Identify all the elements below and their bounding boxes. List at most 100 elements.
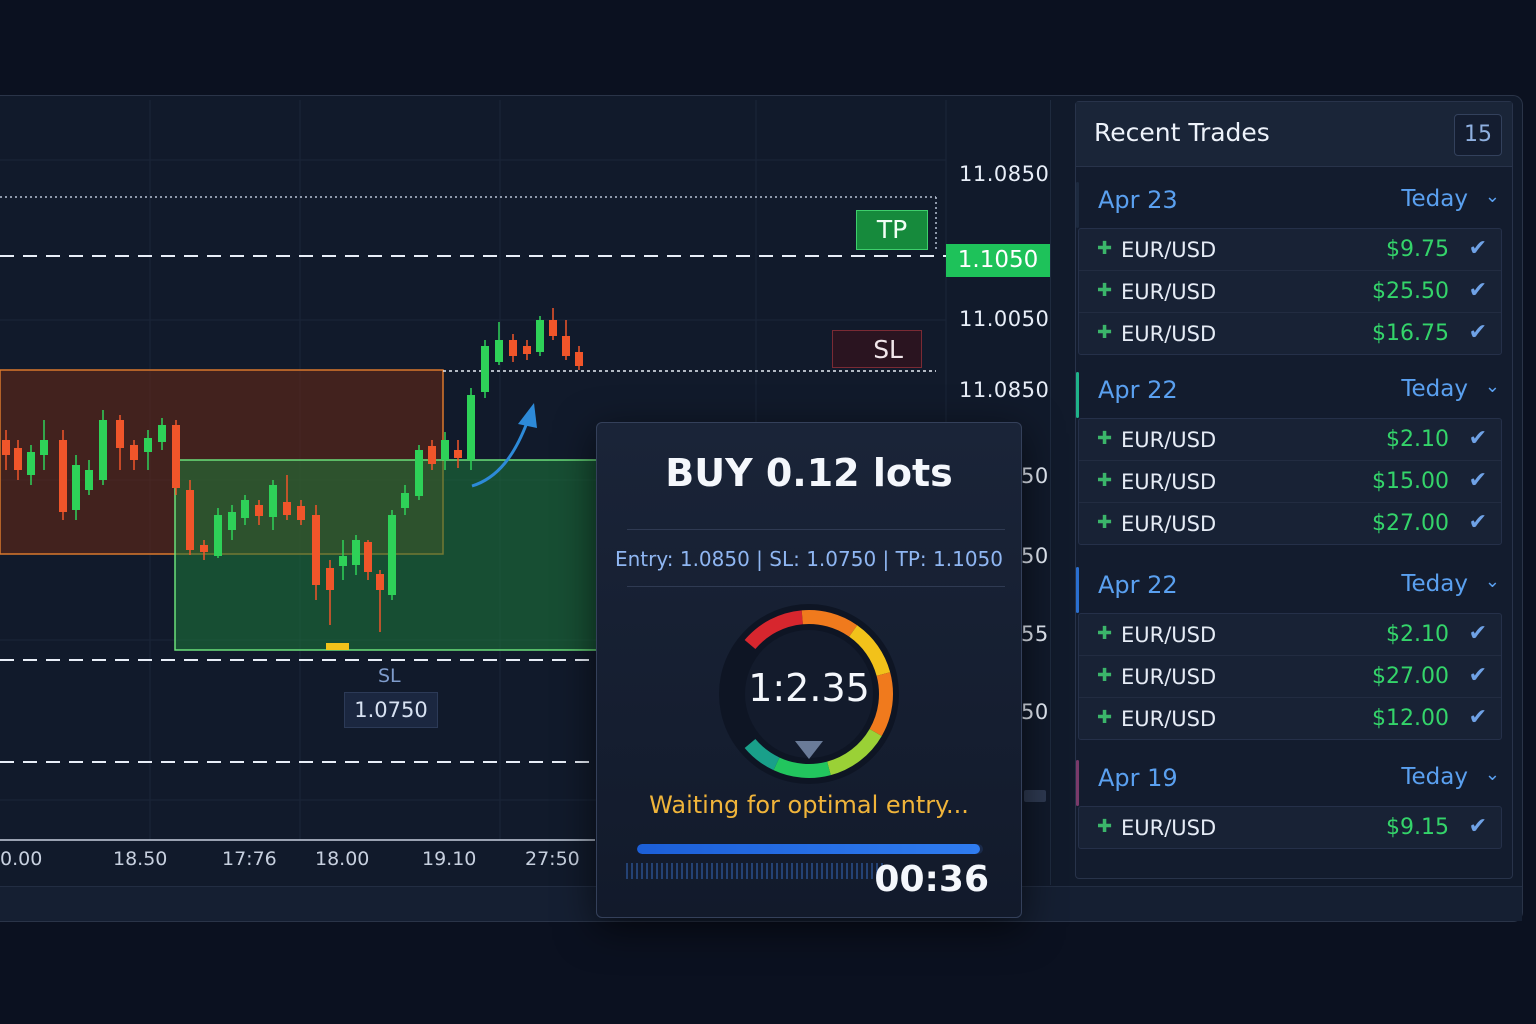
candle-bull <box>228 512 236 530</box>
candle-bull <box>27 452 35 475</box>
trade-row[interactable]: ✚ EUR/USD $15.00 ✔ <box>1079 461 1501 503</box>
candle-bear <box>2 440 10 455</box>
chevron-down-icon[interactable]: ⌄ <box>1484 376 1500 397</box>
x-tick: 18.00 <box>315 848 370 870</box>
chart-canvas <box>0 100 947 841</box>
order-title: BUY 0.12 lots <box>665 451 953 495</box>
sl-value-badge: 1.0750 <box>344 692 438 728</box>
candle-bear <box>283 502 291 515</box>
scroll-handle[interactable] <box>1024 790 1046 802</box>
candle-bear <box>297 506 305 520</box>
trade-profit: $2.10 <box>1386 622 1449 647</box>
x-tick: 19.10 <box>422 848 477 870</box>
candle-bear <box>364 542 372 572</box>
trade-row[interactable]: ✚ EUR/USD $9.15 ✔ <box>1079 807 1501 848</box>
gauge-segment <box>869 672 893 736</box>
trade-pair: EUR/USD <box>1121 470 1217 494</box>
day-filter[interactable]: Teday <box>1401 186 1468 212</box>
check-icon: ✔ <box>1468 705 1487 730</box>
card-divider <box>627 586 1005 587</box>
gauge-segment <box>744 738 780 771</box>
candle-bull <box>481 346 489 392</box>
candle-bear <box>116 420 124 448</box>
trade-list: ✚ EUR/USD $9.15 ✔ <box>1078 806 1502 849</box>
trade-list: ✚ EUR/USD $2.10 ✔ ✚ EUR/USD $27.00 ✔ ✚ EUR/USD $12… <box>1078 613 1502 740</box>
trade-pair: EUR/USD <box>1121 280 1217 304</box>
trade-list: ✚ EUR/USD $2.10 ✔ ✚ EUR/USD $15.00 ✔ ✚ EUR/USD $27… <box>1078 418 1502 545</box>
sl-marker <box>326 643 349 650</box>
candle-bear <box>575 352 583 366</box>
day-filter[interactable]: Teday <box>1401 376 1468 402</box>
trade-pair: EUR/USD <box>1121 707 1217 731</box>
sl-caption: SL <box>378 665 401 687</box>
candle-bull <box>339 556 347 566</box>
plus-icon: ✚ <box>1097 280 1113 301</box>
gauge-pointer-icon <box>795 741 823 759</box>
price-label-partial: 55 <box>1021 622 1049 646</box>
chevron-down-icon[interactable]: ⌄ <box>1484 186 1500 207</box>
chevron-down-icon[interactable]: ⌄ <box>1484 764 1500 785</box>
day-date: Apr 23 <box>1098 186 1178 214</box>
candle-bear <box>130 445 138 460</box>
trade-pair: EUR/USD <box>1121 238 1217 262</box>
trade-pair: EUR/USD <box>1121 428 1217 452</box>
trade-pair: EUR/USD <box>1121 816 1217 840</box>
stop-loss-handle[interactable]: SL <box>832 330 922 368</box>
price-label: 11.0850 <box>959 378 1050 402</box>
candle-bear <box>14 448 22 470</box>
price-label: 11.0050 <box>959 307 1050 331</box>
recent-trades-panel: Recent Trades 15 Apr 23 Teday ⌄ ✚ EUR/USD $9.… <box>1075 101 1513 879</box>
candle-bear <box>312 515 320 585</box>
day-group: Apr 19 Teday ⌄ ✚ EUR/USD $9.15 ✔ <box>1076 750 1512 849</box>
trade-profit: $9.75 <box>1386 237 1449 262</box>
day-accent <box>1076 182 1079 228</box>
trade-profit: $12.00 <box>1372 706 1449 731</box>
trades-title: Recent Trades <box>1094 118 1270 147</box>
trade-profit: $2.10 <box>1386 427 1449 452</box>
candle-bear <box>186 490 194 550</box>
gauge-segment <box>773 757 831 778</box>
candle-bull <box>401 493 409 508</box>
trade-row[interactable]: ✚ EUR/USD $12.00 ✔ <box>1079 698 1501 739</box>
day-filter[interactable]: Teday <box>1401 571 1468 597</box>
day-group: Apr 22 Teday ⌄ ✚ EUR/USD $2.10 ✔ ✚ EUR/USD $27.00… <box>1076 557 1512 740</box>
candle-bull <box>72 465 80 510</box>
price-chart[interactable]: 11.0850 11.0050 11.0850 50 50 55 50 SL <box>0 100 1050 890</box>
candle-bull <box>99 420 107 480</box>
day-header[interactable]: Apr 22 Teday ⌄ <box>1076 557 1512 613</box>
entry-progress-bar <box>637 844 983 854</box>
check-icon: ✔ <box>1468 621 1487 646</box>
chevron-down-icon[interactable]: ⌄ <box>1484 571 1500 592</box>
candle-bull <box>158 425 166 442</box>
trades-header: Recent Trades 15 <box>1076 102 1512 167</box>
x-tick: 17:76 <box>222 848 277 870</box>
trade-row[interactable]: ✚ EUR/USD $2.10 ✔ <box>1079 419 1501 461</box>
day-accent <box>1076 760 1079 806</box>
trade-row[interactable]: ✚ EUR/USD $16.75 ✔ <box>1079 313 1501 354</box>
trade-profit: $27.00 <box>1372 511 1449 536</box>
trade-row[interactable]: ✚ EUR/USD $27.00 ✔ <box>1079 656 1501 698</box>
check-icon: ✔ <box>1468 320 1487 345</box>
trade-row[interactable]: ✚ EUR/USD $9.75 ✔ <box>1079 229 1501 271</box>
day-header[interactable]: Apr 23 Teday ⌄ <box>1076 172 1512 228</box>
plus-icon: ✚ <box>1097 512 1113 533</box>
trade-row[interactable]: ✚ EUR/USD $2.10 ✔ <box>1079 614 1501 656</box>
day-header[interactable]: Apr 19 Teday ⌄ <box>1076 750 1512 806</box>
trade-profit: $9.15 <box>1386 815 1449 840</box>
gauge-segment <box>801 610 858 637</box>
take-profit-handle[interactable]: TP <box>856 210 928 250</box>
day-group: Apr 22 Teday ⌄ ✚ EUR/USD $2.10 ✔ ✚ EUR/USD $15.00… <box>1076 362 1512 545</box>
candle-bear <box>509 340 517 356</box>
candle-bull <box>467 395 475 460</box>
trade-pair: EUR/USD <box>1121 665 1217 689</box>
trade-row[interactable]: ✚ EUR/USD $25.50 ✔ <box>1079 271 1501 313</box>
plus-icon: ✚ <box>1097 470 1113 491</box>
entry-progress-fill <box>637 844 980 854</box>
day-header[interactable]: Apr 22 Teday ⌄ <box>1076 362 1512 418</box>
day-filter[interactable]: Teday <box>1401 764 1468 790</box>
plus-icon: ✚ <box>1097 816 1113 837</box>
trade-row[interactable]: ✚ EUR/USD $27.00 ✔ <box>1079 503 1501 544</box>
candle-bear <box>549 320 557 336</box>
candle-bull <box>144 438 152 452</box>
trade-profit: $25.50 <box>1372 279 1449 304</box>
